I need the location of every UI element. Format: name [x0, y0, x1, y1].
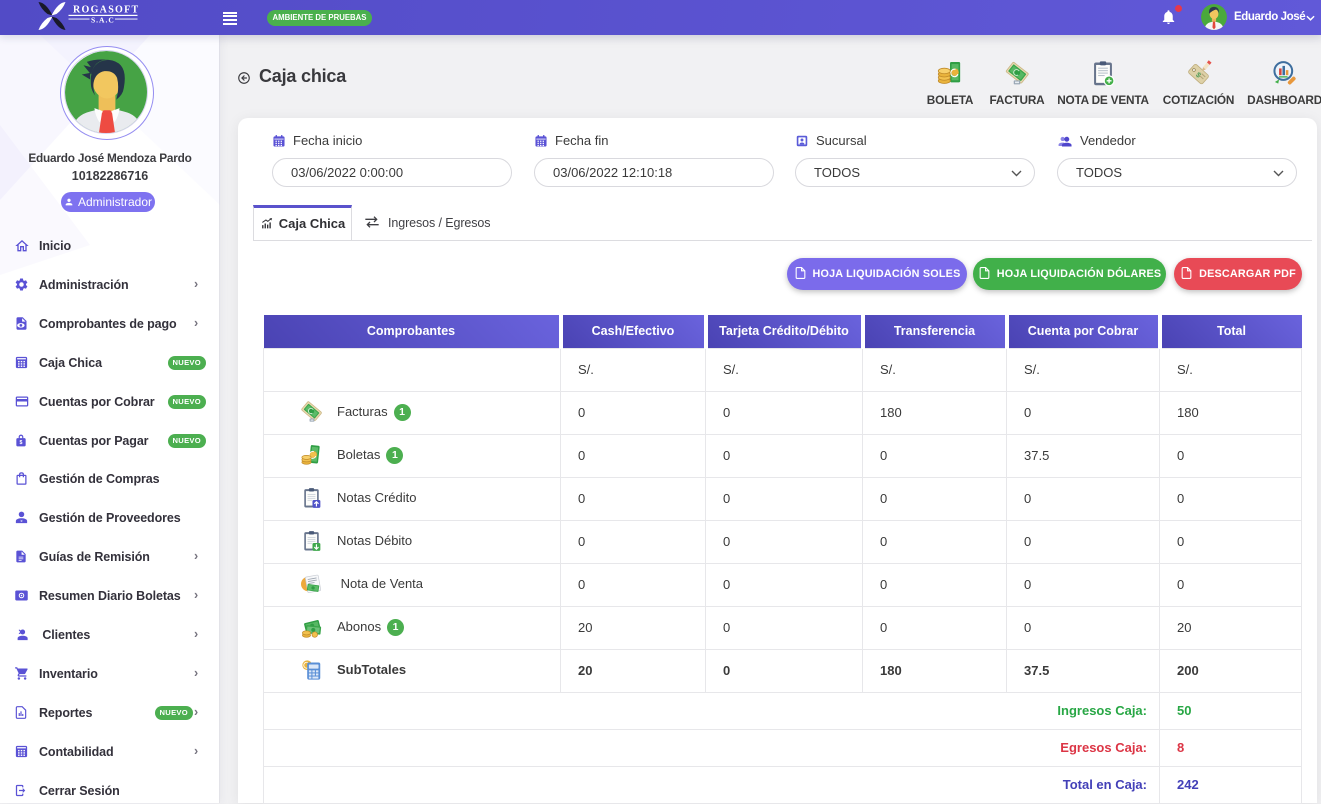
- svg-text:$: $: [1194, 70, 1203, 80]
- svg-text:S.A.C: S.A.C: [91, 16, 115, 25]
- svg-text:ROGASOFT: ROGASOFT: [73, 5, 140, 16]
- svg-text:$: $: [20, 440, 23, 446]
